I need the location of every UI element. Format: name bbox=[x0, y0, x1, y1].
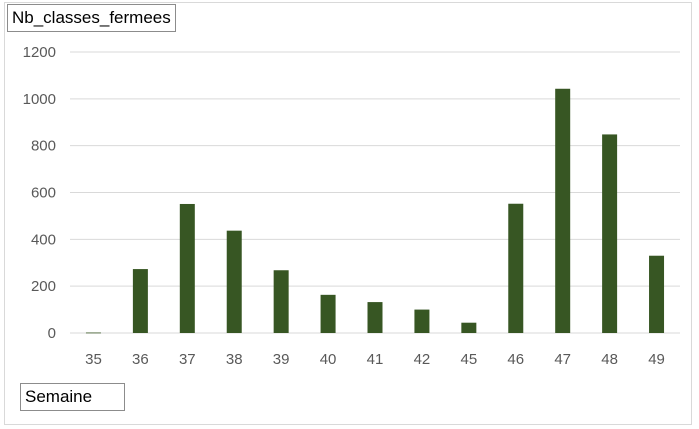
bar-week-35[interactable] bbox=[85, 332, 101, 334]
y-tick-label: 200 bbox=[31, 278, 56, 295]
x-tick-label: 42 bbox=[414, 351, 431, 368]
bar-week-39[interactable] bbox=[273, 270, 289, 333]
bar-week-41[interactable] bbox=[367, 302, 383, 333]
x-tick-label: 47 bbox=[554, 351, 571, 368]
x-axis-field-button[interactable]: Semaine bbox=[20, 383, 125, 411]
bar-week-38[interactable] bbox=[226, 230, 242, 333]
x-tick-label: 45 bbox=[461, 351, 478, 368]
bar-week-49[interactable] bbox=[649, 255, 665, 333]
bar-week-42[interactable] bbox=[414, 309, 430, 333]
y-tick-label: 800 bbox=[31, 138, 56, 155]
bar-week-45[interactable] bbox=[461, 322, 477, 333]
y-tick-label: 1000 bbox=[23, 91, 56, 108]
x-tick-label: 46 bbox=[507, 351, 524, 368]
y-tick-label: 600 bbox=[31, 185, 56, 202]
x-tick-label: 35 bbox=[85, 351, 102, 368]
bar-week-46[interactable] bbox=[508, 203, 524, 333]
bar-week-40[interactable] bbox=[320, 294, 336, 333]
bar-week-47[interactable] bbox=[555, 88, 571, 334]
chart-frame bbox=[4, 2, 692, 425]
bar-week-37[interactable] bbox=[179, 203, 195, 333]
x-tick-label: 36 bbox=[132, 351, 149, 368]
x-tick-label: 49 bbox=[648, 351, 665, 368]
x-tick-label: 41 bbox=[367, 351, 384, 368]
x-tick-label: 48 bbox=[601, 351, 618, 368]
y-tick-label: 0 bbox=[48, 325, 56, 342]
y-tick-label: 1200 bbox=[23, 44, 56, 61]
x-tick-label: 38 bbox=[226, 351, 243, 368]
bar-week-48[interactable] bbox=[602, 134, 618, 333]
bar-week-36[interactable] bbox=[132, 269, 148, 333]
chart-title-field-button[interactable]: Nb_classes_fermees bbox=[7, 4, 176, 32]
x-tick-label: 39 bbox=[273, 351, 290, 368]
x-tick-label: 40 bbox=[320, 351, 337, 368]
y-tick-label: 400 bbox=[31, 231, 56, 248]
x-tick-label: 37 bbox=[179, 351, 196, 368]
